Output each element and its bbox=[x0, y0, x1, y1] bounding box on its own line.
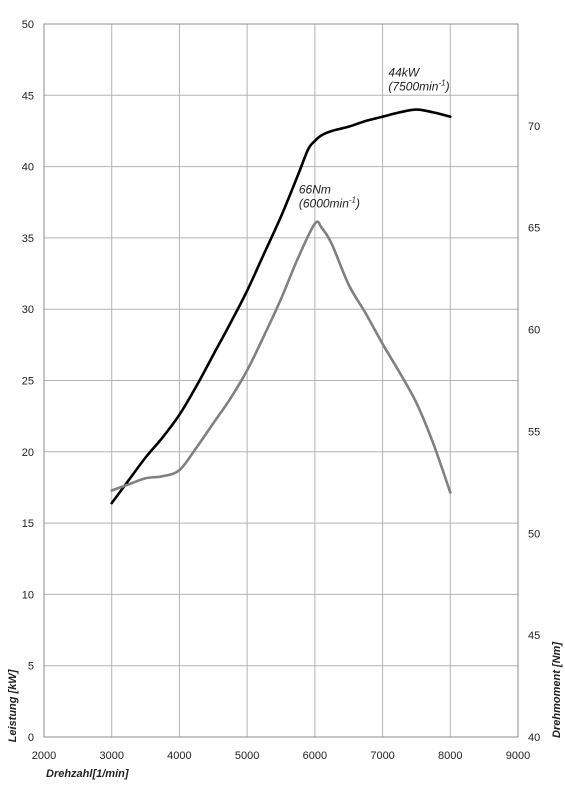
x-tick-label: 8000 bbox=[438, 750, 462, 762]
x-tick-label: 9000 bbox=[506, 750, 530, 762]
y-tick-label: 35 bbox=[22, 233, 34, 245]
y-tick-label: 25 bbox=[22, 376, 34, 388]
annotation-value: 66Nm bbox=[299, 183, 331, 197]
right-axis-title: Drehmoment [Nm] bbox=[551, 642, 563, 738]
left-axis-title: Leistung [kW] bbox=[7, 669, 19, 742]
annotation-speed: (7500min-1) bbox=[388, 79, 449, 94]
torque-line bbox=[110, 220, 452, 494]
annotation-superscript: -1 bbox=[349, 196, 356, 205]
y-tick-label: 45 bbox=[22, 90, 34, 102]
annotation-speed: (6000min-1) bbox=[299, 196, 360, 211]
annotation-close-paren: ) bbox=[444, 80, 450, 94]
gridlines bbox=[44, 24, 518, 737]
y2-tick-label: 65 bbox=[528, 223, 540, 235]
y-tick-label: 20 bbox=[22, 447, 34, 459]
y-tick-label: 30 bbox=[22, 304, 34, 316]
y-tick-label: 50 bbox=[22, 19, 34, 31]
power-line bbox=[110, 108, 452, 505]
y2-tick-label: 60 bbox=[528, 325, 540, 337]
x-tick-label: 3000 bbox=[99, 750, 123, 762]
y2-tick-label: 70 bbox=[528, 121, 540, 133]
y-tick-label: 5 bbox=[28, 661, 34, 673]
x-tick-label: 6000 bbox=[303, 750, 327, 762]
y2-tick-label: 45 bbox=[528, 630, 540, 642]
x-tick-label: 4000 bbox=[167, 750, 191, 762]
annotation-close-paren: ) bbox=[354, 197, 360, 211]
right-axis-ticks: 40 45 50 55 60 65 70 bbox=[528, 121, 540, 744]
plot-frame bbox=[43, 23, 519, 738]
x-tick-label: 2000 bbox=[32, 750, 56, 762]
y2-tick-label: 40 bbox=[528, 732, 540, 744]
x-tick-label: 7000 bbox=[370, 750, 394, 762]
annotation-value: 44kW bbox=[388, 66, 420, 80]
annotation-superscript: -1 bbox=[438, 79, 445, 88]
y-tick-label: 15 bbox=[22, 518, 34, 530]
x-tick-label: 5000 bbox=[235, 750, 259, 762]
y-tick-label: 0 bbox=[28, 732, 34, 744]
left-axis-ticks: 0 5 10 15 20 25 30 35 40 45 50 bbox=[22, 19, 34, 744]
y2-tick-label: 55 bbox=[528, 426, 540, 438]
x-axis-ticks: 2000 3000 4000 5000 6000 7000 8000 9000 bbox=[32, 750, 530, 762]
y-tick-label: 40 bbox=[22, 162, 34, 174]
y2-tick-label: 50 bbox=[528, 528, 540, 540]
annotations: 44kW(7500min-1) 66Nm(6000min-1) bbox=[299, 66, 450, 211]
series-layer bbox=[110, 108, 452, 505]
y-tick-label: 10 bbox=[22, 589, 34, 601]
x-axis-title: Drehzahl[1/min] bbox=[46, 768, 129, 780]
